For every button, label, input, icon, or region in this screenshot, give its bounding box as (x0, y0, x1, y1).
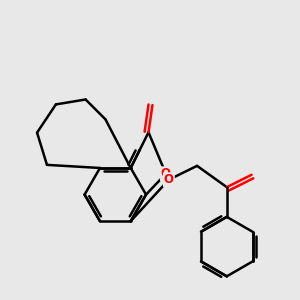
Text: O: O (164, 173, 174, 186)
Text: O: O (161, 167, 171, 180)
